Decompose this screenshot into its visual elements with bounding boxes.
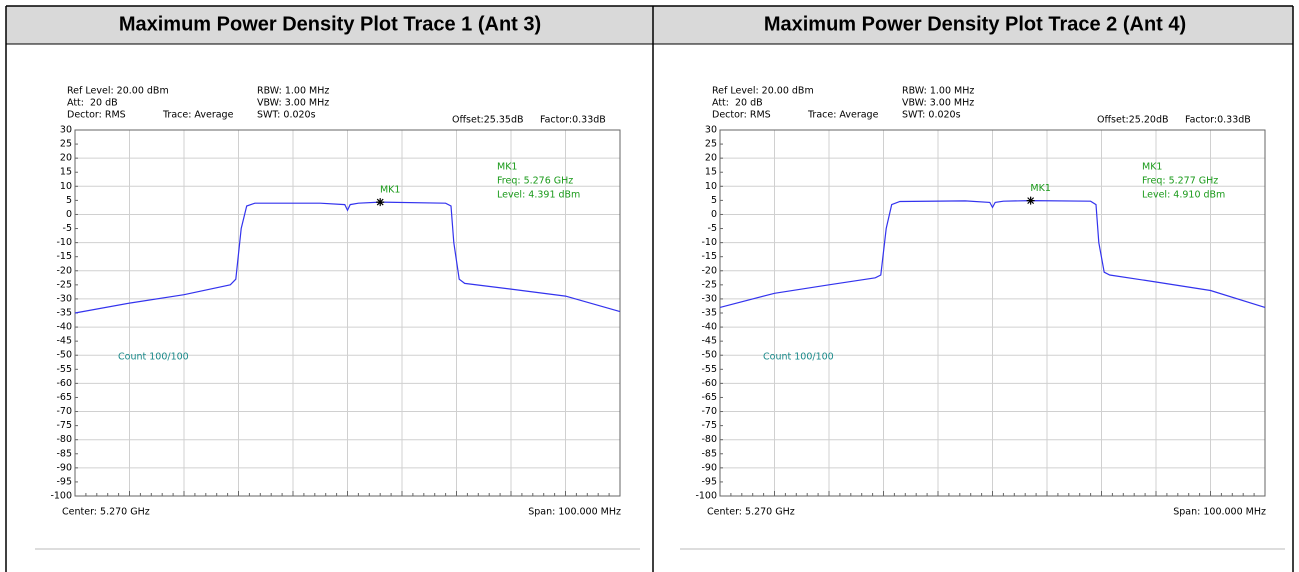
- y-tick-label: 30: [60, 125, 72, 136]
- setting-trace: Trace: Average: [162, 110, 234, 121]
- y-tick-label: -50: [701, 350, 717, 361]
- setting-swt: SWT: 0.020s: [257, 110, 316, 121]
- y-tick-label: -40: [56, 322, 72, 333]
- y-tick-label: -30: [56, 293, 72, 304]
- y-tick-label: -95: [56, 476, 72, 487]
- y-tick-label: -5: [63, 223, 72, 234]
- panel-title: Maximum Power Density Plot Trace 1 (Ant …: [119, 13, 541, 35]
- y-tick-label: 20: [60, 153, 72, 164]
- y-tick-label: -10: [701, 237, 717, 248]
- trace-line: [74, 201, 621, 314]
- marker-label: MK1: [380, 185, 400, 196]
- y-tick-label: -20: [701, 265, 717, 276]
- span-label: Span: 100.000 MHz: [1173, 507, 1266, 518]
- setting-att-value: 20 dB: [735, 98, 763, 109]
- setting-detector: Dector: RMS: [67, 110, 126, 121]
- y-tick-label: -65: [701, 392, 717, 403]
- y-tick-label: 20: [705, 153, 717, 164]
- setting-offset: Offset:25.20dB: [1097, 115, 1169, 126]
- marker-info: Freq: 5.276 GHz: [497, 176, 573, 187]
- y-tick-label: 0: [711, 209, 717, 220]
- marker-info: MK1: [497, 162, 517, 173]
- marker-label: MK1: [1030, 183, 1050, 194]
- y-tick-label: 10: [705, 181, 717, 192]
- y-tick-label: -30: [701, 293, 717, 304]
- setting-trace: Trace: Average: [807, 110, 879, 121]
- y-tick-label: 10: [60, 181, 72, 192]
- setting-vbw: VBW: 3.00 MHz: [902, 98, 974, 109]
- marker-info: Freq: 5.277 GHz: [1142, 176, 1218, 187]
- y-tick-label: -70: [701, 406, 717, 417]
- y-tick-label: -75: [56, 420, 72, 431]
- y-tick-label: 15: [60, 167, 72, 178]
- y-tick-label: -45: [701, 336, 717, 347]
- count-label: Count 100/100: [763, 352, 834, 363]
- setting-att: Att:: [67, 98, 84, 109]
- y-tick-label: 30: [705, 125, 717, 136]
- y-tick-label: -55: [701, 364, 717, 375]
- marker-info: Level: 4.910 dBm: [1142, 190, 1225, 201]
- setting-rbw: RBW: 1.00 MHz: [902, 86, 974, 97]
- y-tick-label: 25: [60, 139, 72, 150]
- header-row: [6, 6, 1293, 44]
- y-tick-label: 0: [66, 209, 72, 220]
- y-tick-label: 5: [711, 195, 717, 206]
- setting-ref-level: Ref Level: 20.00 dBm: [712, 86, 814, 97]
- y-tick-label: -10: [56, 237, 72, 248]
- y-tick-label: -90: [56, 462, 72, 473]
- marker-star: [376, 198, 385, 207]
- center-label: Center: 5.270 GHz: [707, 507, 795, 518]
- count-label: Count 100/100: [118, 352, 189, 363]
- y-tick-label: -75: [701, 420, 717, 431]
- y-tick-label: 25: [705, 139, 717, 150]
- plot-frame: [719, 129, 1266, 497]
- marker-star: [1026, 196, 1035, 205]
- y-tick-label: -60: [56, 378, 72, 389]
- y-tick-label: -40: [701, 322, 717, 333]
- y-tick-label: -55: [56, 364, 72, 375]
- marker-info: Level: 4.391 dBm: [497, 190, 580, 201]
- setting-detector: Dector: RMS: [712, 110, 771, 121]
- setting-factor: Factor:0.33dB: [1185, 115, 1251, 126]
- center-label: Center: 5.270 GHz: [62, 507, 150, 518]
- y-tick-label: -35: [56, 308, 72, 319]
- y-tick-label: -100: [50, 491, 72, 502]
- y-tick-label: -80: [701, 434, 717, 445]
- y-tick-label: -85: [701, 448, 717, 459]
- y-tick-label: 15: [705, 167, 717, 178]
- y-tick-label: -85: [56, 448, 72, 459]
- y-tick-label: -35: [701, 308, 717, 319]
- y-tick-label: -95: [701, 476, 717, 487]
- setting-rbw: RBW: 1.00 MHz: [257, 86, 329, 97]
- y-tick-label: -80: [56, 434, 72, 445]
- setting-att-value: 20 dB: [90, 98, 118, 109]
- marker-info: MK1: [1142, 162, 1162, 173]
- trace-line: [719, 199, 1266, 308]
- y-tick-label: -15: [701, 251, 717, 262]
- y-tick-label: -50: [56, 350, 72, 361]
- y-tick-label: -90: [701, 462, 717, 473]
- y-tick-label: -45: [56, 336, 72, 347]
- y-tick-label: -25: [701, 279, 717, 290]
- setting-ref-level: Ref Level: 20.00 dBm: [67, 86, 169, 97]
- setting-offset: Offset:25.35dB: [452, 115, 524, 126]
- setting-att: Att:: [712, 98, 729, 109]
- panel-title: Maximum Power Density Plot Trace 2 (Ant …: [764, 13, 1186, 35]
- setting-vbw: VBW: 3.00 MHz: [257, 98, 329, 109]
- setting-factor: Factor:0.33dB: [540, 115, 606, 126]
- y-tick-label: -65: [56, 392, 72, 403]
- y-tick-label: -20: [56, 265, 72, 276]
- y-tick-label: -70: [56, 406, 72, 417]
- setting-swt: SWT: 0.020s: [902, 110, 961, 121]
- y-tick-label: -25: [56, 279, 72, 290]
- y-tick-label: -60: [701, 378, 717, 389]
- y-tick-label: 5: [66, 195, 72, 206]
- y-tick-label: -5: [708, 223, 717, 234]
- y-tick-label: -100: [695, 491, 717, 502]
- span-label: Span: 100.000 MHz: [528, 507, 621, 518]
- y-tick-label: -15: [56, 251, 72, 262]
